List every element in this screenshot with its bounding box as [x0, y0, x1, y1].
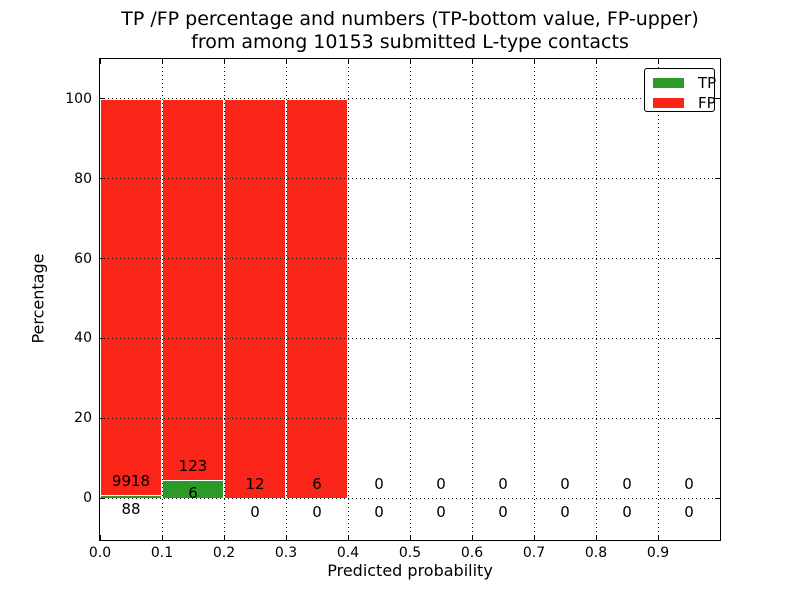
- tp-count-label: 0: [622, 503, 632, 522]
- x-axis-label: Predicted probability: [327, 561, 493, 580]
- y-tick-right: [715, 497, 720, 499]
- v-gridline: [223, 59, 225, 540]
- y-tick-label: 80: [74, 170, 92, 187]
- tp-count-label: 0: [684, 503, 694, 522]
- y-tick-label: 20: [74, 410, 92, 427]
- fp-count-label: 6: [312, 475, 322, 494]
- tp-count-label: 0: [250, 503, 260, 522]
- y-tick-right: [715, 417, 720, 419]
- y-tick-right: [715, 178, 720, 180]
- x-tick-top: [223, 59, 225, 64]
- fp-count-label: 0: [374, 475, 384, 494]
- x-tick-top: [533, 59, 535, 64]
- legend-entry-fp: FP: [653, 94, 716, 112]
- x-tick-top: [99, 59, 101, 64]
- x-tick-top: [161, 59, 163, 64]
- x-tick-label: 0.1: [150, 545, 174, 561]
- x-tick-top: [409, 59, 411, 64]
- tp-swatch-icon: [653, 78, 684, 88]
- v-gridline: [471, 59, 473, 540]
- v-gridline: [533, 59, 535, 540]
- chart-title: TP /FP percentage and numbers (TP-bottom…: [100, 8, 720, 54]
- tp-count-label: 6: [188, 484, 198, 503]
- x-tick-label: 0.8: [584, 545, 608, 561]
- fp-bar: [286, 98, 348, 499]
- x-tick: [223, 535, 225, 540]
- x-tick: [99, 535, 101, 540]
- x-tick-label: 0.3: [274, 545, 298, 561]
- y-tick-right: [715, 258, 720, 260]
- y-axis-label: Percentage: [28, 253, 48, 344]
- tp-count-label: 0: [312, 503, 322, 522]
- y-tick: [100, 258, 105, 260]
- x-tick-label: 0.6: [460, 545, 484, 561]
- y-tick: [100, 98, 105, 100]
- x-tick-top: [285, 59, 287, 64]
- tp-count-label: 88: [121, 499, 141, 518]
- chart-title-line2: from among 10153 submitted L-type contac…: [191, 31, 629, 53]
- fp-bar: [224, 98, 286, 499]
- fp-count-label: 9918: [111, 471, 151, 490]
- x-tick-label: 0.4: [336, 545, 360, 561]
- x-tick-label: 0.9: [646, 545, 670, 561]
- x-tick-label: 0.0: [88, 545, 112, 561]
- tp-count-label: 0: [436, 503, 446, 522]
- x-tick-top: [595, 59, 597, 64]
- x-tick: [409, 535, 411, 540]
- y-tick: [100, 497, 105, 499]
- legend-label-fp: FP: [698, 94, 716, 112]
- x-tick-top: [347, 59, 349, 64]
- y-tick: [100, 417, 105, 419]
- legend: TP FP: [644, 68, 717, 112]
- tp-count-label: 0: [498, 503, 508, 522]
- legend-entry-tp: TP: [653, 74, 717, 92]
- plot-area: TP FP: [99, 58, 721, 541]
- y-tick-label: 0: [83, 490, 92, 507]
- fp-bar: [162, 98, 224, 480]
- v-gridline: [161, 59, 163, 540]
- v-gridline: [285, 59, 287, 540]
- x-tick: [161, 535, 163, 540]
- x-tick: [595, 535, 597, 540]
- x-tick-top: [471, 59, 473, 64]
- fp-count-label: 0: [498, 475, 508, 494]
- x-tick: [533, 535, 535, 540]
- y-tick-label: 60: [74, 250, 92, 267]
- tp-count-label: 0: [374, 503, 384, 522]
- fp-count-label: 0: [684, 475, 694, 494]
- y-tick: [100, 337, 105, 339]
- tp-count-label: 0: [560, 503, 570, 522]
- x-tick: [285, 535, 287, 540]
- y-tick: [100, 178, 105, 180]
- v-gridline: [347, 59, 349, 540]
- fp-count-label: 123: [178, 456, 208, 475]
- y-tick-label: 40: [74, 330, 92, 347]
- fp-count-label: 0: [622, 475, 632, 494]
- y-tick-label: 100: [65, 90, 92, 107]
- v-gridline: [657, 59, 659, 540]
- v-gridline: [409, 59, 411, 540]
- y-tick-right: [715, 337, 720, 339]
- x-tick-label: 0.7: [522, 545, 546, 561]
- legend-label-tp: TP: [698, 74, 717, 92]
- fp-count-label: 0: [436, 475, 446, 494]
- y-tick-right: [715, 98, 720, 100]
- fp-bar: [100, 98, 162, 495]
- x-tick-label: 0.5: [398, 545, 422, 561]
- chart-title-line1: TP /FP percentage and numbers (TP-bottom…: [121, 8, 699, 30]
- fp-count-label: 12: [245, 475, 265, 494]
- x-tick-label: 0.2: [212, 545, 236, 561]
- fp-swatch-icon: [653, 98, 684, 108]
- x-tick: [471, 535, 473, 540]
- v-gridline: [595, 59, 597, 540]
- fp-count-label: 0: [560, 475, 570, 494]
- x-tick: [347, 535, 349, 540]
- x-tick: [657, 535, 659, 540]
- x-tick-top: [657, 59, 659, 64]
